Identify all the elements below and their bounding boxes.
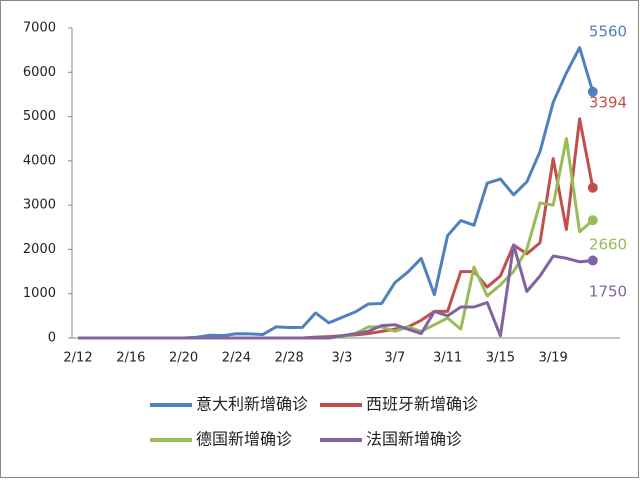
y-tick-label: 0 [48, 331, 56, 346]
end-marker [587, 86, 598, 97]
legend-label: 西班牙新增确诊 [366, 395, 478, 414]
y-tick-label: 1000 [23, 286, 56, 301]
x-tick-label: 2/16 [116, 351, 145, 366]
x-tick-label: 2/20 [169, 351, 198, 366]
data-label: 3394 [589, 94, 627, 112]
x-tick-label: 2/28 [275, 351, 304, 366]
legend-label: 意大利新增确诊 [196, 395, 308, 414]
y-tick-label: 3000 [23, 198, 56, 213]
y-tick-label: 6000 [23, 65, 56, 80]
y-tick-label: 4000 [23, 153, 56, 168]
x-tick-label: 3/7 [384, 351, 405, 366]
y-tick-label: 7000 [23, 21, 56, 36]
x-tick-label: 3/11 [433, 351, 462, 366]
y-tick-label: 2000 [23, 242, 56, 257]
x-tick-label: 2/24 [222, 351, 251, 366]
data-label: 2660 [589, 236, 627, 254]
x-tick-label: 3/19 [539, 351, 568, 366]
legend-label: 法国新增确诊 [366, 430, 462, 449]
y-tick-label: 5000 [23, 109, 56, 124]
x-tick-label: 3/15 [486, 351, 515, 366]
end-marker [587, 255, 598, 266]
data-label: 1750 [589, 283, 627, 301]
x-tick-label: 3/3 [332, 351, 353, 366]
end-marker [587, 182, 598, 193]
end-marker [587, 215, 598, 226]
x-tick-label: 2/12 [63, 351, 92, 366]
series-line [78, 243, 593, 340]
legend-label: 德国新增确诊 [196, 430, 292, 449]
data-label: 5560 [589, 23, 627, 41]
